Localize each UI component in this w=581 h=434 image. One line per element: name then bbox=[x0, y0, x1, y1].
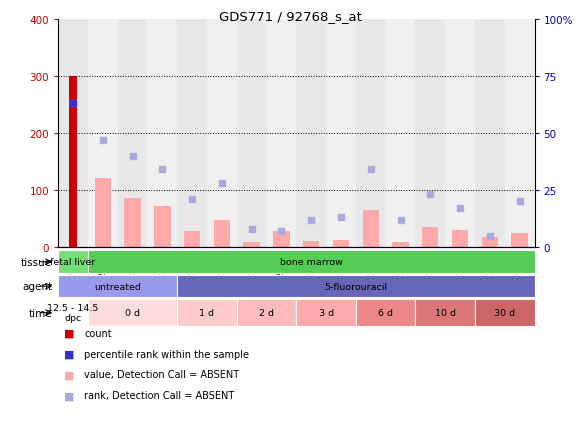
Bar bbox=[392, 243, 408, 247]
Bar bbox=[363, 210, 379, 247]
Bar bbox=[117, 20, 148, 247]
Bar bbox=[88, 20, 117, 247]
Bar bbox=[214, 220, 230, 247]
Bar bbox=[422, 227, 439, 247]
Text: 0 d: 0 d bbox=[125, 309, 140, 317]
Text: ■: ■ bbox=[64, 349, 74, 358]
Text: agent: agent bbox=[22, 282, 52, 291]
Bar bbox=[511, 233, 528, 247]
Text: fetal liver: fetal liver bbox=[51, 258, 96, 266]
Text: ■: ■ bbox=[64, 370, 74, 379]
Text: count: count bbox=[84, 328, 112, 338]
Bar bbox=[505, 20, 535, 247]
Bar bbox=[452, 230, 468, 247]
Text: bone marrow: bone marrow bbox=[280, 258, 343, 266]
Text: GDS771 / 92768_s_at: GDS771 / 92768_s_at bbox=[219, 10, 362, 23]
Bar bbox=[148, 20, 177, 247]
Text: rank, Detection Call = ABSENT: rank, Detection Call = ABSENT bbox=[84, 391, 235, 400]
Bar bbox=[207, 20, 237, 247]
Text: 2 d: 2 d bbox=[259, 309, 274, 317]
Bar bbox=[386, 20, 415, 247]
Bar bbox=[333, 240, 349, 247]
Text: ■: ■ bbox=[64, 391, 74, 400]
Text: ■: ■ bbox=[64, 328, 74, 338]
Bar bbox=[95, 179, 111, 247]
Bar bbox=[267, 20, 296, 247]
Bar bbox=[296, 20, 326, 247]
Bar bbox=[124, 199, 141, 247]
Text: 5-fluorouracil: 5-fluorouracil bbox=[324, 282, 388, 291]
Bar bbox=[326, 20, 356, 247]
Bar bbox=[303, 242, 320, 247]
Bar bbox=[69, 76, 77, 247]
Bar bbox=[356, 20, 386, 247]
Bar bbox=[237, 20, 267, 247]
Text: percentile rank within the sample: percentile rank within the sample bbox=[84, 349, 249, 358]
Bar bbox=[475, 20, 505, 247]
Bar bbox=[184, 231, 200, 247]
Text: 3 d: 3 d bbox=[318, 309, 333, 317]
Bar bbox=[482, 237, 498, 247]
Bar bbox=[154, 206, 170, 247]
Text: time: time bbox=[28, 308, 52, 318]
Text: 6 d: 6 d bbox=[378, 309, 393, 317]
Text: 30 d: 30 d bbox=[494, 309, 515, 317]
Text: 10 d: 10 d bbox=[435, 309, 456, 317]
Text: value, Detection Call = ABSENT: value, Detection Call = ABSENT bbox=[84, 370, 239, 379]
Text: untreated: untreated bbox=[94, 282, 141, 291]
Bar bbox=[58, 20, 88, 247]
Text: tissue: tissue bbox=[21, 257, 52, 267]
Text: 1 d: 1 d bbox=[199, 309, 214, 317]
Bar bbox=[273, 231, 289, 247]
Text: 12.5 - 14.5
dpc: 12.5 - 14.5 dpc bbox=[47, 303, 99, 322]
Bar bbox=[177, 20, 207, 247]
Bar bbox=[415, 20, 445, 247]
Bar bbox=[445, 20, 475, 247]
Bar bbox=[243, 243, 260, 247]
